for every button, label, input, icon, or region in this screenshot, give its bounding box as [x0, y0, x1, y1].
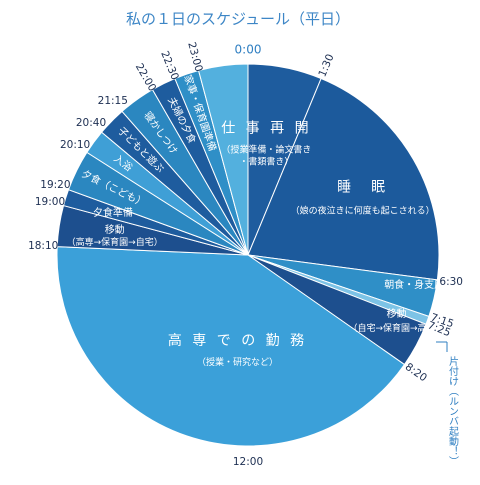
- tick-label: 23:00: [185, 41, 204, 73]
- tick-label: 22:00: [133, 61, 159, 93]
- segment-label: 仕 事 再 開: [221, 120, 311, 136]
- side-note-text: 片付け（ルンバ起動！）: [447, 355, 459, 466]
- slice-820-1810: [56, 246, 406, 447]
- chart-title: 私の１日のスケジュール（平日）: [126, 10, 350, 28]
- tick-label: 22:30: [158, 49, 181, 82]
- pie-slices: [56, 63, 440, 447]
- segment-label: （授業・研究など）: [197, 356, 278, 368]
- segment-label: （高専→保育園→自宅）: [67, 236, 163, 248]
- segment-label: 移動: [387, 307, 407, 320]
- segment-label: （自宅→保育園→高専）: [348, 322, 444, 334]
- tick-label: 21:15: [98, 95, 128, 107]
- segment-label: 夕食準備: [93, 206, 133, 219]
- tick-label: 12:00: [233, 456, 263, 468]
- segment-label: 高 専 で の 勤 務: [168, 332, 307, 349]
- tick-label: 20:10: [60, 139, 90, 151]
- side-note-group: 片付け（ルンバ起動！）: [436, 341, 459, 466]
- slice-130-630: [247, 77, 440, 281]
- segment-label: 移動: [105, 223, 125, 236]
- segment-label: （授業準備・論文書き: [221, 143, 311, 155]
- tick-label: 6:30: [439, 276, 463, 288]
- tick-label: 19:20: [40, 179, 70, 191]
- slice-2300-000: [197, 63, 249, 256]
- segment-label: ・書類書き）: [239, 155, 293, 167]
- tick-label: 20:40: [76, 117, 106, 129]
- segment-label: （娘の夜泣きに何度も起こされる）: [291, 205, 435, 217]
- tick-label: 8:20: [403, 361, 429, 384]
- tick-label: 19:00: [35, 196, 65, 208]
- segment-label: 睡 眠: [337, 180, 388, 196]
- tick-label: 18:10: [28, 240, 58, 252]
- tick-label: 0:00: [235, 43, 262, 57]
- tick-label: 1:30: [316, 52, 336, 78]
- segment-label: 朝食・身支度など: [384, 278, 464, 291]
